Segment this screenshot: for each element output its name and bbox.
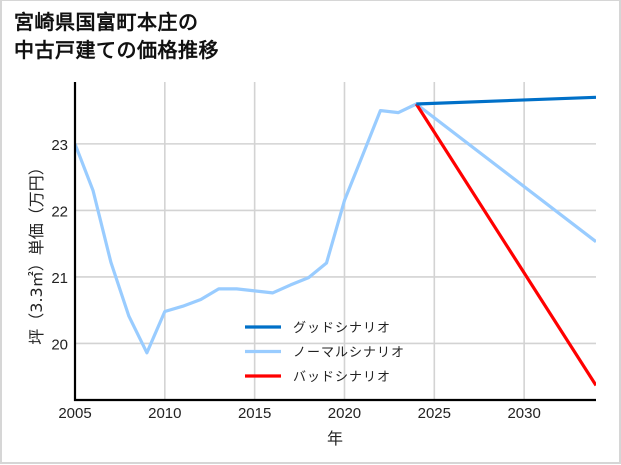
y-tick-label: 21 xyxy=(51,270,68,287)
y-tick-label: 22 xyxy=(51,203,68,220)
x-tick-label: 2010 xyxy=(148,405,181,422)
legend-label: ノーマルシナリオ xyxy=(293,346,405,361)
legend-label: グッドシナリオ xyxy=(293,321,391,336)
series-lines xyxy=(75,95,596,387)
x-tick-label: 2030 xyxy=(507,405,540,422)
y-tick-label: 23 xyxy=(51,137,68,154)
series-line-2 xyxy=(414,103,596,387)
chart-title-line2: 中古戸建ての価格推移 xyxy=(14,38,219,62)
x-tick-label: 2025 xyxy=(418,405,451,422)
x-tick-labels: 2005 2010 2015 2020 2025 2030 xyxy=(58,405,541,422)
x-axis-label: 年 xyxy=(327,429,343,448)
series-line-1 xyxy=(75,102,596,355)
y-tick-labels: 20 21 22 23 xyxy=(51,137,68,354)
chart-title-line1: 宮崎県国富町本庄の xyxy=(14,10,199,34)
chart-title: 宮崎県国富町本庄の 中古戸建ての価格推移 xyxy=(14,8,219,64)
x-tick-label: 2020 xyxy=(328,405,361,422)
y-axis-label: 坪（3.3㎡）単価（万円） xyxy=(27,159,46,344)
legend-label: バッドシナリオ xyxy=(293,370,391,385)
x-tick-label: 2005 xyxy=(58,405,91,422)
axes xyxy=(73,82,596,402)
x-tick-label: 2015 xyxy=(238,405,271,422)
y-tick-label: 20 xyxy=(51,336,68,353)
series-line-0 xyxy=(416,95,596,106)
